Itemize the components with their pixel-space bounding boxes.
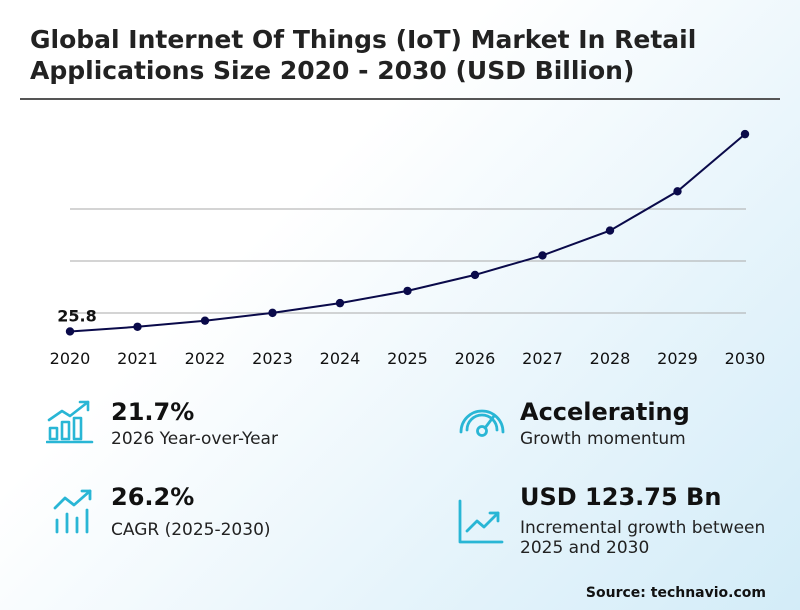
- data-point-2025: [403, 286, 412, 296]
- source-credit: Source: technavio.com: [585, 585, 766, 601]
- data-point-2024: [335, 298, 345, 308]
- trend-bars-icon: [52, 488, 96, 540]
- bar-chart-up-icon: [45, 398, 94, 448]
- x-tick-2029: 2029: [657, 349, 698, 368]
- stat-yoy: 21.7% 2026 Year-over-Year: [111, 397, 278, 449]
- line-chart-up-icon: [457, 498, 505, 550]
- data-points: [65, 129, 750, 336]
- gauge-icon: [456, 402, 508, 446]
- stat-cagr-value: 26.2%: [111, 483, 195, 511]
- data-point-2023: [268, 308, 277, 318]
- stat-yoy-label: 2026 Year-over-Year: [111, 429, 278, 449]
- line-chart: 2020 2021 2022 2023 2024 2025 2026 2027 2028 2029…: [50, 129, 766, 368]
- stat-cagr-label: CAGR (2025-2030): [111, 520, 271, 540]
- x-tick-2024: 2024: [320, 349, 361, 368]
- stat-incremental-value: USD 123.75 Bn: [520, 483, 722, 511]
- title-divider: [20, 98, 780, 100]
- stat-momentum: Accelerating Growth momentum: [520, 397, 690, 449]
- stat-cagr: 26.2% CAGR (2025-2030): [111, 482, 271, 540]
- stat-yoy-value: 21.7%: [111, 398, 195, 426]
- x-tick-2020: 2020: [50, 349, 91, 368]
- grid-lines: [70, 208, 746, 314]
- x-tick-2025: 2025: [387, 349, 428, 368]
- stat-momentum-value: Accelerating: [520, 398, 690, 426]
- data-point-2028: [605, 226, 615, 235]
- x-tick-2027: 2027: [522, 349, 563, 368]
- x-tick-2028: 2028: [590, 349, 631, 368]
- x-tick-2021: 2021: [117, 349, 158, 368]
- chart-title: Global Internet Of Things (IoT) Market I…: [30, 25, 697, 85]
- data-point-2029: [673, 187, 682, 196]
- x-tick-2026: 2026: [455, 349, 496, 368]
- data-point-2027: [538, 251, 547, 260]
- stat-momentum-label: Growth momentum: [520, 429, 686, 449]
- data-label-2020: 25.8: [57, 306, 96, 325]
- x-tick-2022: 2022: [185, 349, 226, 368]
- data-point-2022: [200, 316, 210, 325]
- series-line: [69, 133, 746, 333]
- data-point-2026: [470, 270, 480, 280]
- data-labels: 25.8: [57, 306, 96, 325]
- x-tick-2030: 2030: [725, 349, 766, 368]
- data-point-2030: [740, 129, 750, 139]
- x-tick-2023: 2023: [252, 349, 293, 368]
- x-axis-ticks: 2020 2021 2022 2023 2024 2025 2026 2027 2028 2029…: [50, 349, 766, 368]
- stat-incremental-label: Incremental growth between 2025 and 2030: [520, 518, 766, 558]
- data-point-2020: [65, 327, 75, 336]
- stat-incremental: USD 123.75 Bn Incremental growth between…: [520, 482, 790, 558]
- data-point-2021: [133, 322, 142, 331]
